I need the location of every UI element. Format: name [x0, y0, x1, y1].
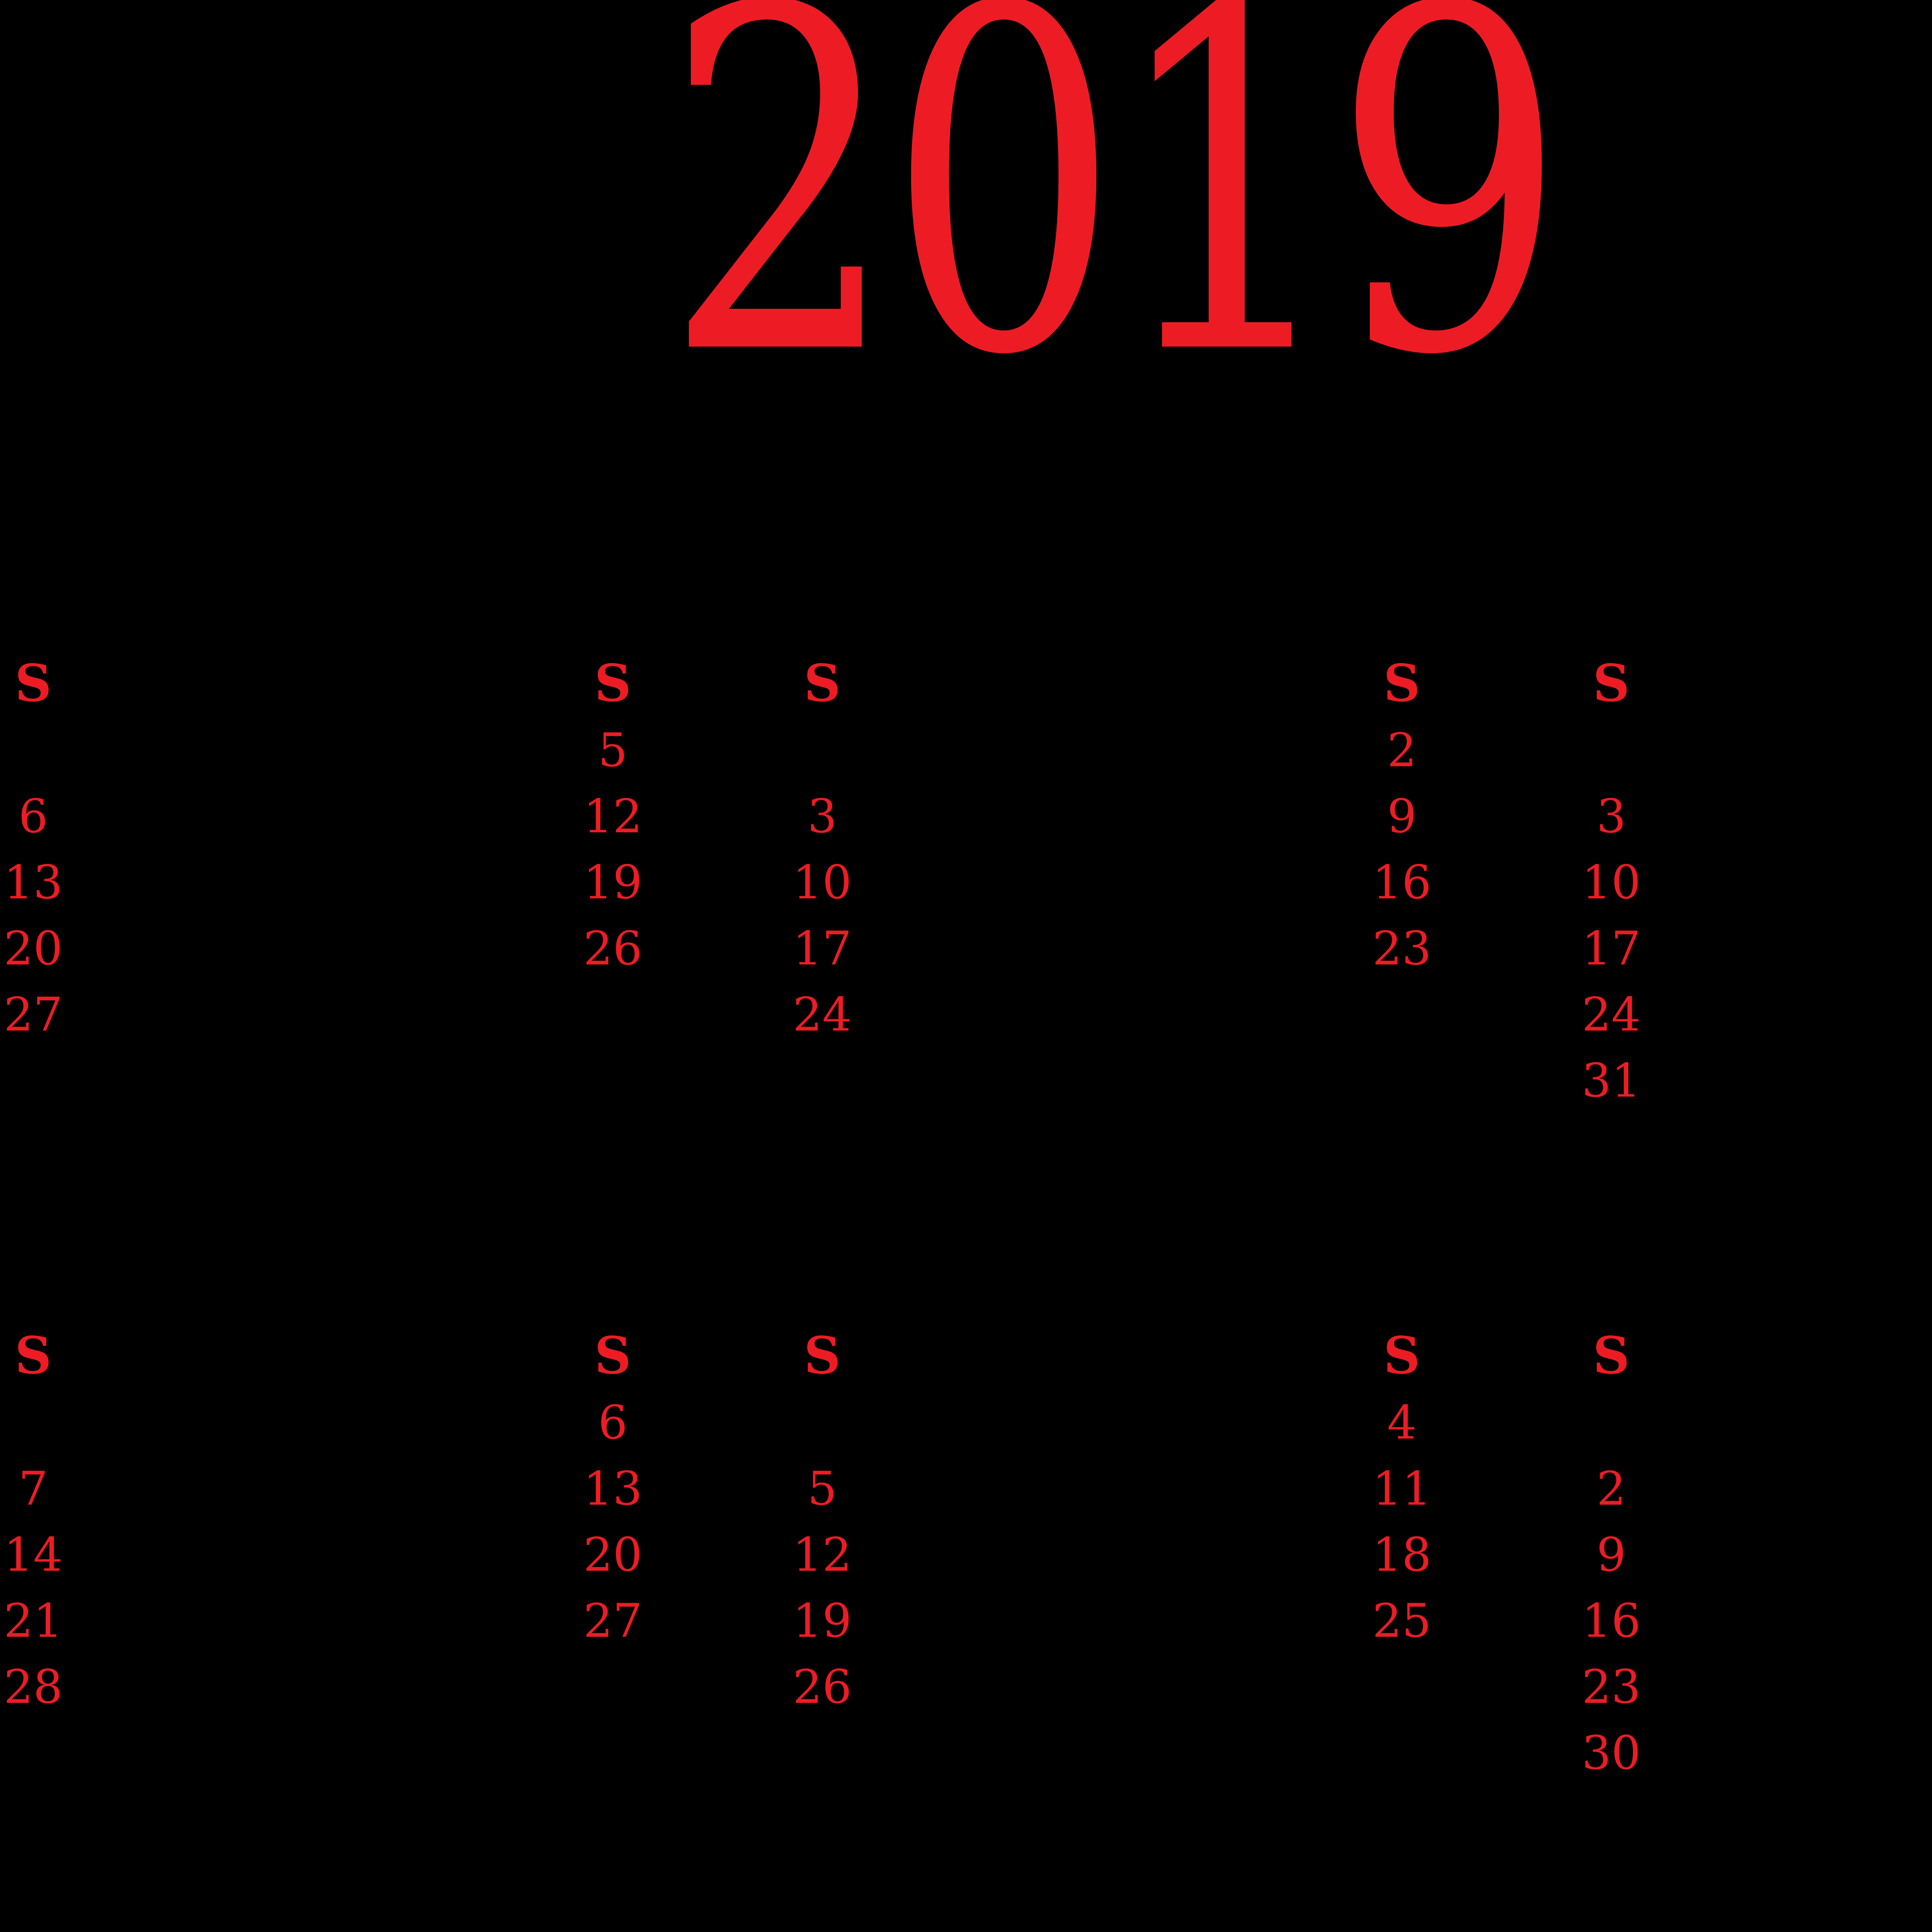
saturday-column: S 6 13 20 27 — [565, 1329, 661, 1795]
sunday-date: 31 — [1582, 1054, 1641, 1108]
saturday-date: 5 — [598, 724, 628, 777]
saturday-date: 23 — [1372, 922, 1432, 976]
sunday-date: 17 — [1582, 922, 1641, 976]
saturday-column: S 4 11 18 25 — [1354, 1329, 1450, 1795]
sunday-date — [774, 726, 871, 793]
month-block-february: S 3 10 17 24 S 2 9 16 23 — [774, 653, 1450, 1124]
saturday-date — [565, 1729, 661, 1795]
sunday-date: 30 — [1582, 1726, 1641, 1780]
sunday-column: S 5 12 19 26 — [774, 1329, 871, 1795]
sunday-date: 16 — [1582, 1594, 1641, 1648]
saturday-date — [565, 1057, 661, 1123]
sunday-date: 28 — [3, 1660, 63, 1714]
sunday-date — [0, 1729, 82, 1795]
saturday-date: 11 — [1372, 1462, 1432, 1516]
sunday-header: S — [15, 653, 52, 713]
sunday-date: 5 — [807, 1462, 837, 1516]
sunday-date: 9 — [1596, 1528, 1626, 1582]
saturday-date: 27 — [583, 1594, 643, 1648]
saturday-date: 19 — [583, 856, 643, 910]
saturday-header: S — [594, 1326, 631, 1386]
sunday-header: S — [1593, 653, 1630, 713]
saturday-date — [1354, 991, 1450, 1057]
saturday-date: 20 — [583, 1528, 643, 1582]
sunday-date: 12 — [793, 1528, 852, 1582]
sunday-date: 3 — [1596, 790, 1626, 844]
month-block-january: S 6 13 20 27 S 5 12 19 26 — [0, 653, 661, 1124]
saturday-date — [565, 1663, 661, 1729]
saturday-date — [1354, 1729, 1450, 1795]
sunday-date: 26 — [793, 1660, 852, 1714]
sunday-date: 2 — [1596, 1462, 1626, 1516]
sunday-date: 24 — [1582, 988, 1641, 1042]
sunday-date: 17 — [793, 922, 852, 976]
saturday-date: 9 — [1387, 790, 1417, 844]
month-block-april: S 7 14 21 28 S 6 13 20 27 — [0, 1329, 661, 1797]
sunday-column: S 3 10 17 24 — [774, 653, 871, 1123]
sunday-column: S 2 9 16 23 30 — [1563, 1329, 1660, 1795]
sunday-date — [1563, 1399, 1660, 1465]
saturday-header: S — [594, 653, 631, 713]
year-title: 2019 — [664, 0, 1566, 458]
sunday-date: 21 — [3, 1594, 63, 1648]
saturday-date: 2 — [1387, 724, 1417, 777]
saturday-date — [1354, 1663, 1450, 1729]
sunday-date: 27 — [3, 988, 63, 1042]
sunday-date: 14 — [3, 1528, 63, 1582]
sunday-date — [774, 1729, 871, 1795]
saturday-date: 12 — [583, 790, 643, 844]
saturday-date: 13 — [583, 1462, 643, 1516]
saturday-date: 4 — [1387, 1396, 1417, 1450]
sunday-column: S 3 10 17 24 31 — [1563, 653, 1660, 1123]
sunday-date: 13 — [3, 856, 63, 910]
saturday-date: 6 — [598, 1396, 628, 1450]
saturday-date — [1354, 1057, 1450, 1123]
sunday-column: S 6 13 20 27 — [0, 653, 82, 1123]
sunday-date: 6 — [18, 790, 48, 844]
sunday-header: S — [804, 653, 841, 713]
sunday-date — [0, 1399, 82, 1465]
sunday-date: 7 — [18, 1462, 48, 1516]
sunday-header: S — [804, 1326, 841, 1386]
sunday-date: 24 — [793, 988, 852, 1042]
saturday-date: 16 — [1372, 856, 1432, 910]
sunday-date: 10 — [793, 856, 852, 910]
saturday-date: 26 — [583, 922, 643, 976]
sunday-date: 20 — [3, 922, 63, 976]
saturday-date — [565, 991, 661, 1057]
saturday-header: S — [1383, 1326, 1420, 1386]
sunday-date — [774, 1057, 871, 1123]
sunday-column: S 7 14 21 28 — [0, 1329, 82, 1795]
sunday-date: 3 — [807, 790, 837, 844]
sunday-date: 19 — [793, 1594, 852, 1648]
saturday-header: S — [1383, 653, 1420, 713]
month-block-may: S 5 12 19 26 S 4 11 18 25 — [774, 1329, 1450, 1797]
sunday-date: 10 — [1582, 856, 1641, 910]
saturday-date: 25 — [1372, 1594, 1432, 1648]
saturday-date: 18 — [1372, 1528, 1432, 1582]
sunday-header: S — [15, 1326, 52, 1386]
sunday-date — [1563, 726, 1660, 793]
month-block-june: S29162330S18152229 — [1563, 1329, 1932, 1797]
saturday-column: S 5 12 19 26 — [565, 653, 661, 1123]
sunday-date — [0, 1057, 82, 1123]
month-block-march: S310172431S29162330 — [1563, 653, 1932, 1124]
sunday-date — [774, 1399, 871, 1465]
sunday-date — [0, 726, 82, 793]
sunday-header: S — [1593, 1326, 1630, 1386]
saturday-column: S 2 9 16 23 — [1354, 653, 1450, 1123]
sunday-date: 23 — [1582, 1660, 1641, 1714]
